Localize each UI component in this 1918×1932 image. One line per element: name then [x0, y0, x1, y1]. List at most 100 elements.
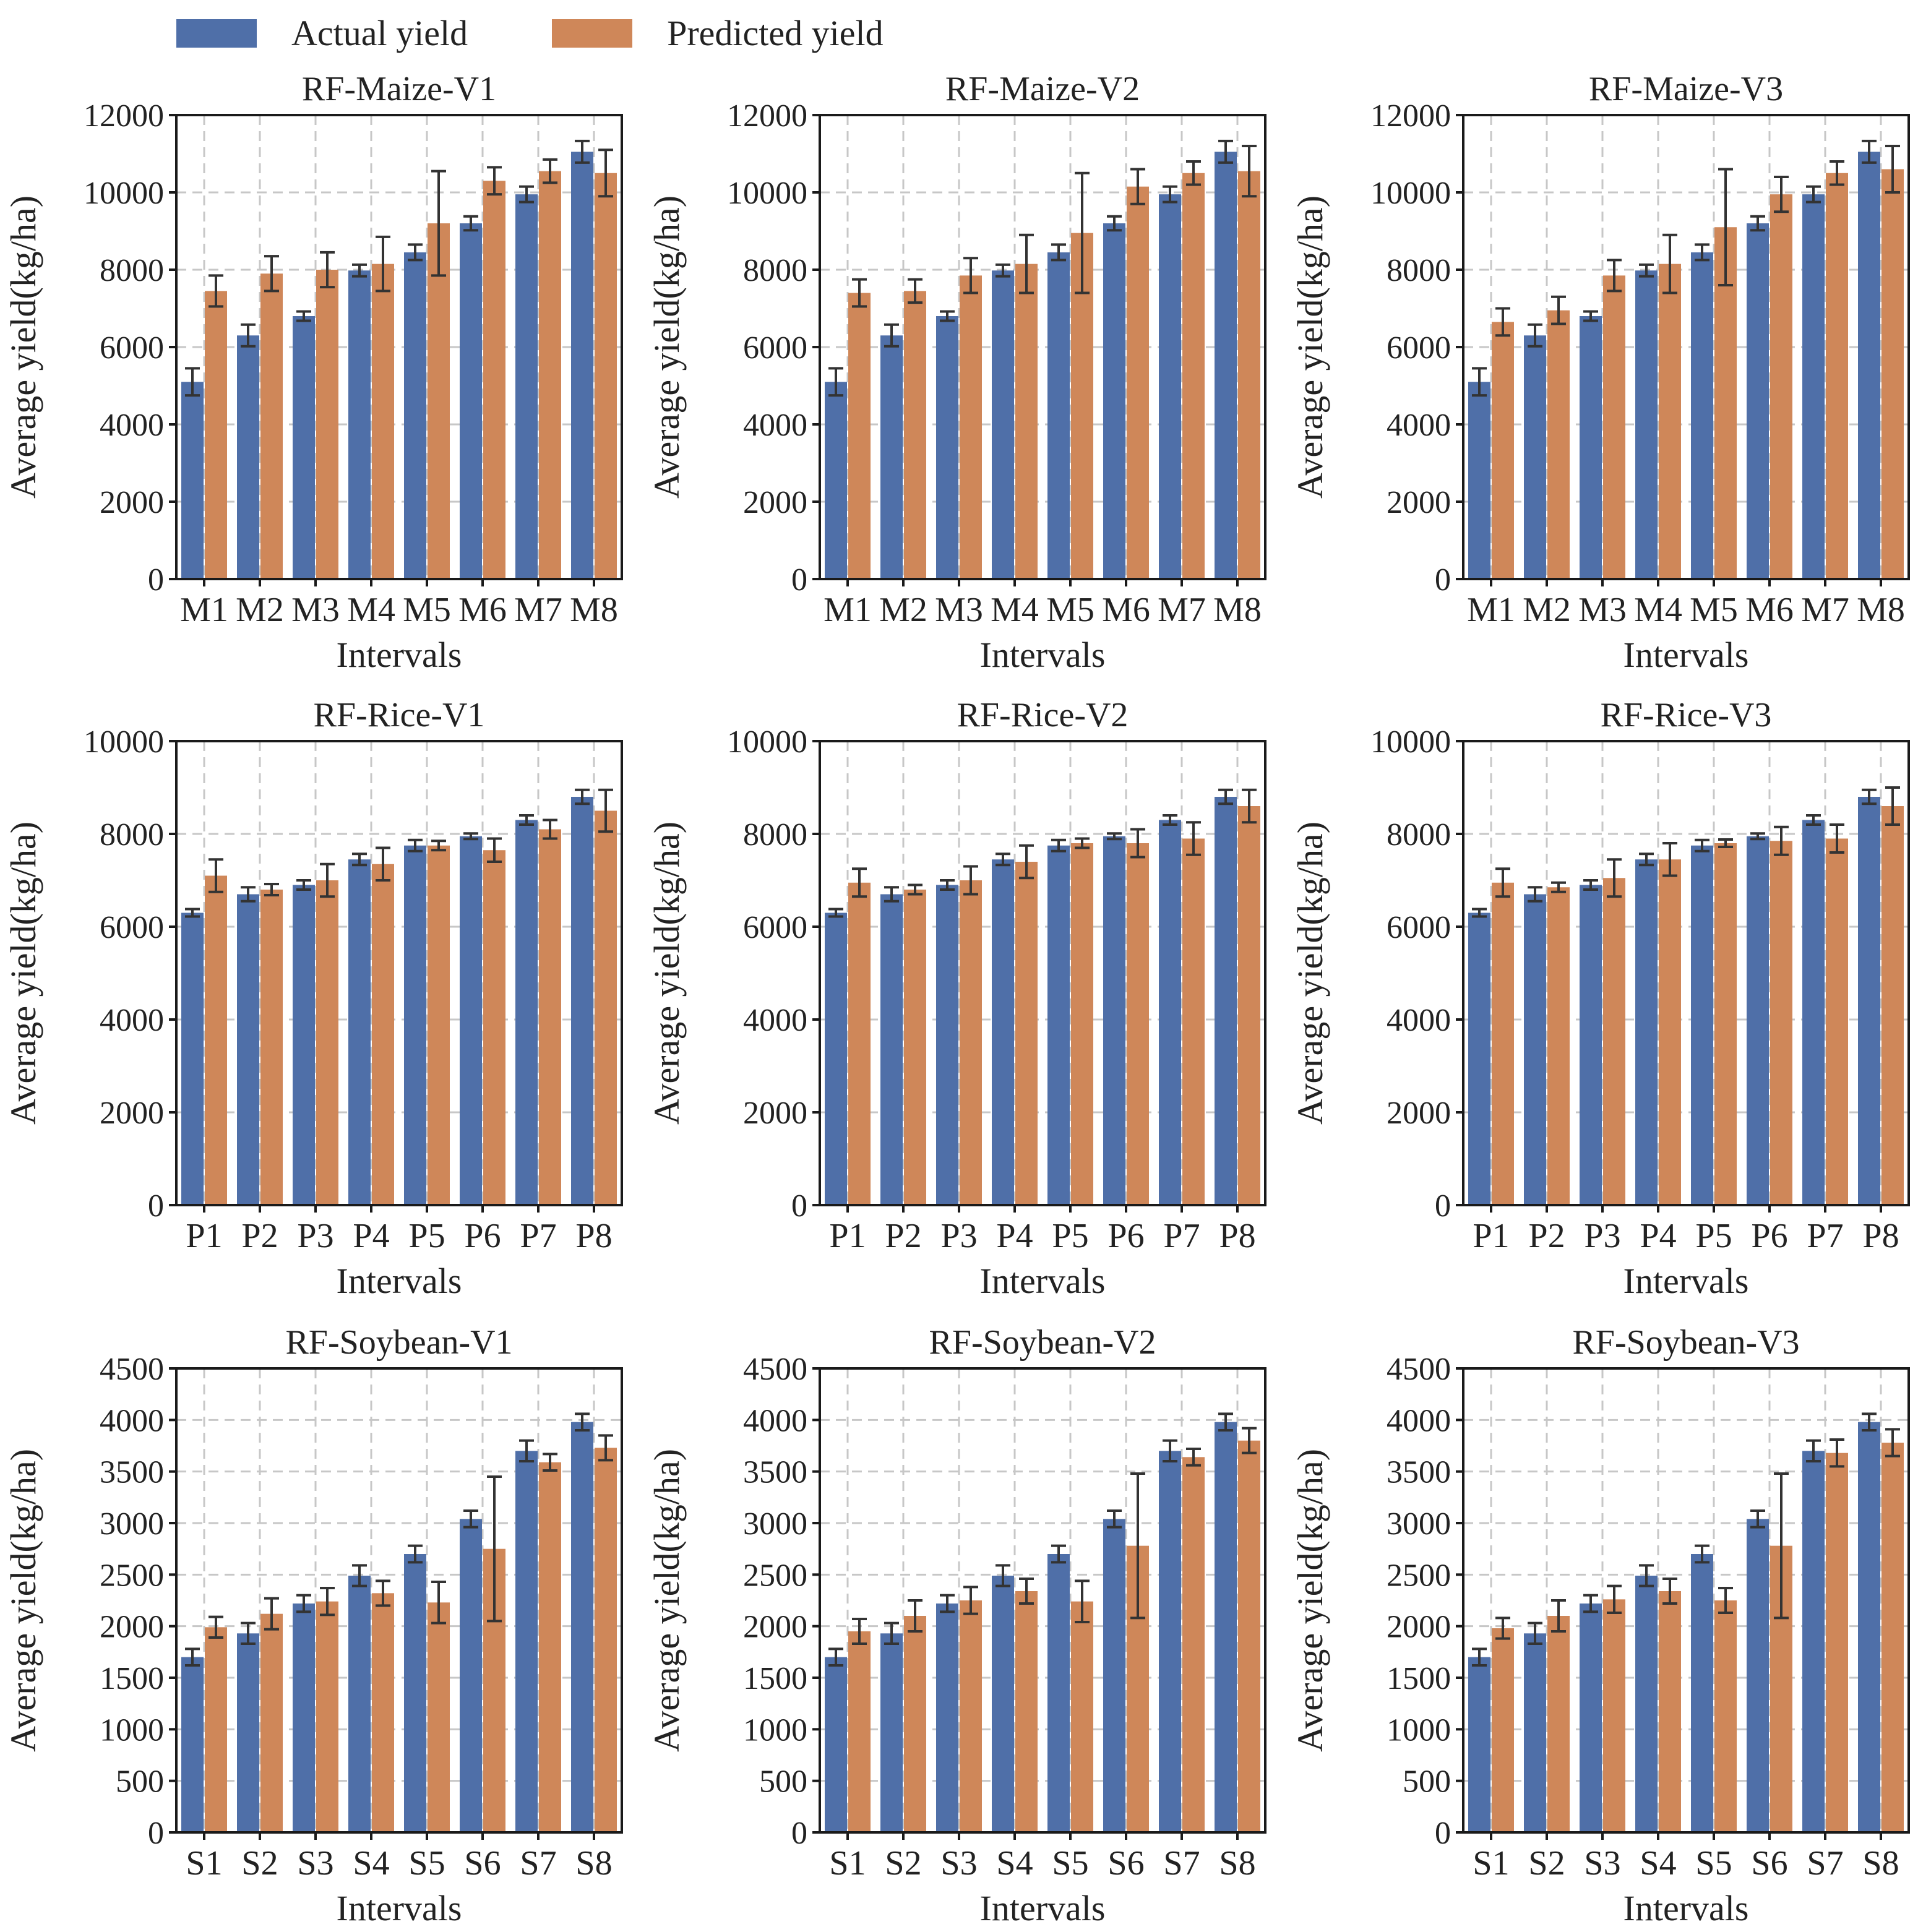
error-bar-predicted-P2 — [908, 883, 922, 896]
error-bar-predicted-P4 — [1662, 842, 1677, 877]
bar-actual-M3 — [293, 316, 315, 579]
x-tick-label: P7 — [520, 1217, 556, 1255]
error-bar-actual-S1 — [185, 1647, 200, 1667]
y-tick-label: 2500 — [743, 1558, 807, 1593]
error-bar-actual-P7 — [1163, 814, 1177, 826]
error-bar-predicted-S1 — [209, 1615, 223, 1639]
error-bar-actual-S5 — [408, 1544, 423, 1564]
bar-actual-S8 — [1215, 1422, 1237, 1832]
bar-predicted-S4 — [372, 1593, 394, 1832]
error-bar-predicted-S3 — [963, 1586, 978, 1615]
x-tick-label: P2 — [241, 1217, 278, 1255]
y-tick-label: 0 — [148, 1816, 164, 1851]
bar-actual-P3 — [936, 885, 958, 1205]
error-bar-predicted-S6 — [1774, 1472, 1789, 1620]
y-tick-label: 8000 — [100, 817, 164, 852]
y-tick-label: 10000 — [84, 176, 164, 211]
bar-actual-M2 — [880, 335, 903, 579]
error-bar-actual-S4 — [996, 1564, 1010, 1587]
error-bar-actual-M4 — [352, 263, 367, 278]
y-tick-label: 0 — [148, 562, 164, 598]
y-tick-label: 1000 — [743, 1712, 807, 1748]
x-tick-label: P7 — [1163, 1217, 1200, 1255]
bar-predicted-S4 — [1659, 1591, 1681, 1832]
y-tick-label: 4000 — [743, 1403, 807, 1438]
error-bar-actual-S3 — [296, 1594, 311, 1613]
bar-actual-S7 — [1159, 1451, 1181, 1832]
plot-frame — [819, 740, 1266, 1206]
legend-label-predicted: Predicted yield — [667, 13, 884, 53]
x-tick-label: P8 — [1219, 1217, 1255, 1255]
error-bar-actual-S4 — [1639, 1564, 1654, 1587]
error-bar-predicted-P6 — [1130, 828, 1145, 859]
error-bar-actual-S6 — [1750, 1509, 1765, 1529]
y-tick-label: 1500 — [1387, 1661, 1451, 1696]
x-axis-label: Intervals — [980, 1888, 1106, 1928]
bar-predicted-M2 — [1547, 310, 1570, 579]
error-bar-actual-P7 — [1806, 814, 1821, 826]
error-bar-predicted-P8 — [1885, 786, 1900, 826]
bar-actual-P5 — [1047, 845, 1070, 1205]
error-bar-actual-P1 — [185, 908, 200, 918]
error-bar-actual-S3 — [940, 1594, 955, 1613]
error-bar-predicted-S5 — [1075, 1579, 1090, 1623]
y-tick-label: 1000 — [100, 1712, 164, 1748]
bar-predicted-M6 — [1127, 186, 1149, 579]
bar-actual-M1 — [181, 382, 204, 579]
y-tick-label: 0 — [1435, 562, 1451, 598]
bar-predicted-P5 — [1714, 843, 1737, 1205]
bar-actual-P2 — [237, 894, 259, 1205]
error-bar-actual-M5 — [1051, 243, 1066, 262]
bar-predicted-S2 — [1547, 1616, 1570, 1832]
bar-predicted-P6 — [483, 850, 505, 1205]
bar-predicted-M1 — [205, 291, 227, 579]
x-axis-label: Intervals — [1623, 635, 1749, 675]
bar-predicted-M5 — [428, 223, 450, 579]
x-tick-label: P4 — [996, 1217, 1033, 1255]
bar-predicted-P3 — [960, 880, 982, 1205]
y-tick-label: 4000 — [743, 408, 807, 443]
bar-actual-P1 — [1468, 912, 1490, 1205]
x-tick-label: M1 — [180, 591, 228, 629]
y-tick-label: 6000 — [100, 330, 164, 366]
bar-predicted-P5 — [1071, 843, 1093, 1205]
bar-actual-S1 — [825, 1657, 847, 1832]
x-tick-label: M4 — [991, 591, 1039, 629]
x-tick-label: S3 — [297, 1844, 333, 1883]
y-tick-label: 3500 — [100, 1455, 164, 1490]
error-bar-predicted-S4 — [376, 1579, 390, 1607]
bar-actual-M6 — [1747, 223, 1769, 579]
bar-actual-S4 — [348, 1576, 371, 1832]
error-bar-predicted-S2 — [908, 1599, 922, 1633]
bar-actual-M8 — [571, 152, 593, 579]
bar-actual-S8 — [571, 1422, 593, 1832]
y-tick-label: 2000 — [1387, 1096, 1451, 1131]
y-tick-label: 4000 — [743, 1003, 807, 1038]
error-bar-actual-P5 — [1695, 838, 1709, 852]
legend-swatch-predicted — [552, 19, 633, 48]
bar-actual-M8 — [1858, 152, 1880, 579]
x-tick-label: M3 — [935, 591, 983, 629]
error-bar-actual-P6 — [1107, 832, 1122, 841]
bar-predicted-S1 — [1492, 1628, 1514, 1832]
x-tick-label: P7 — [1807, 1217, 1843, 1255]
error-bar-predicted-S3 — [320, 1587, 335, 1616]
y-tick-label: 6000 — [100, 910, 164, 945]
error-bar-actual-M6 — [1107, 215, 1122, 232]
y-tick-label: 0 — [1435, 1188, 1451, 1224]
bar-predicted-M1 — [848, 293, 871, 579]
error-bar-predicted-S6 — [487, 1475, 502, 1623]
error-bar-predicted-P6 — [487, 837, 502, 863]
x-tick-label: M8 — [1213, 591, 1262, 629]
bar-actual-S8 — [1858, 1422, 1880, 1832]
y-tick-label: 10000 — [727, 176, 807, 211]
y-tick-label: 4000 — [1387, 408, 1451, 443]
y-axis-label: Average yield(kg/ha) — [1290, 1449, 1330, 1752]
bar-actual-S6 — [1103, 1519, 1125, 1832]
bar-predicted-S5 — [1071, 1601, 1093, 1832]
chart-title: RF-Maize-V3 — [1589, 70, 1783, 108]
x-tick-label: M5 — [1690, 591, 1738, 629]
bar-predicted-S3 — [1603, 1599, 1625, 1832]
